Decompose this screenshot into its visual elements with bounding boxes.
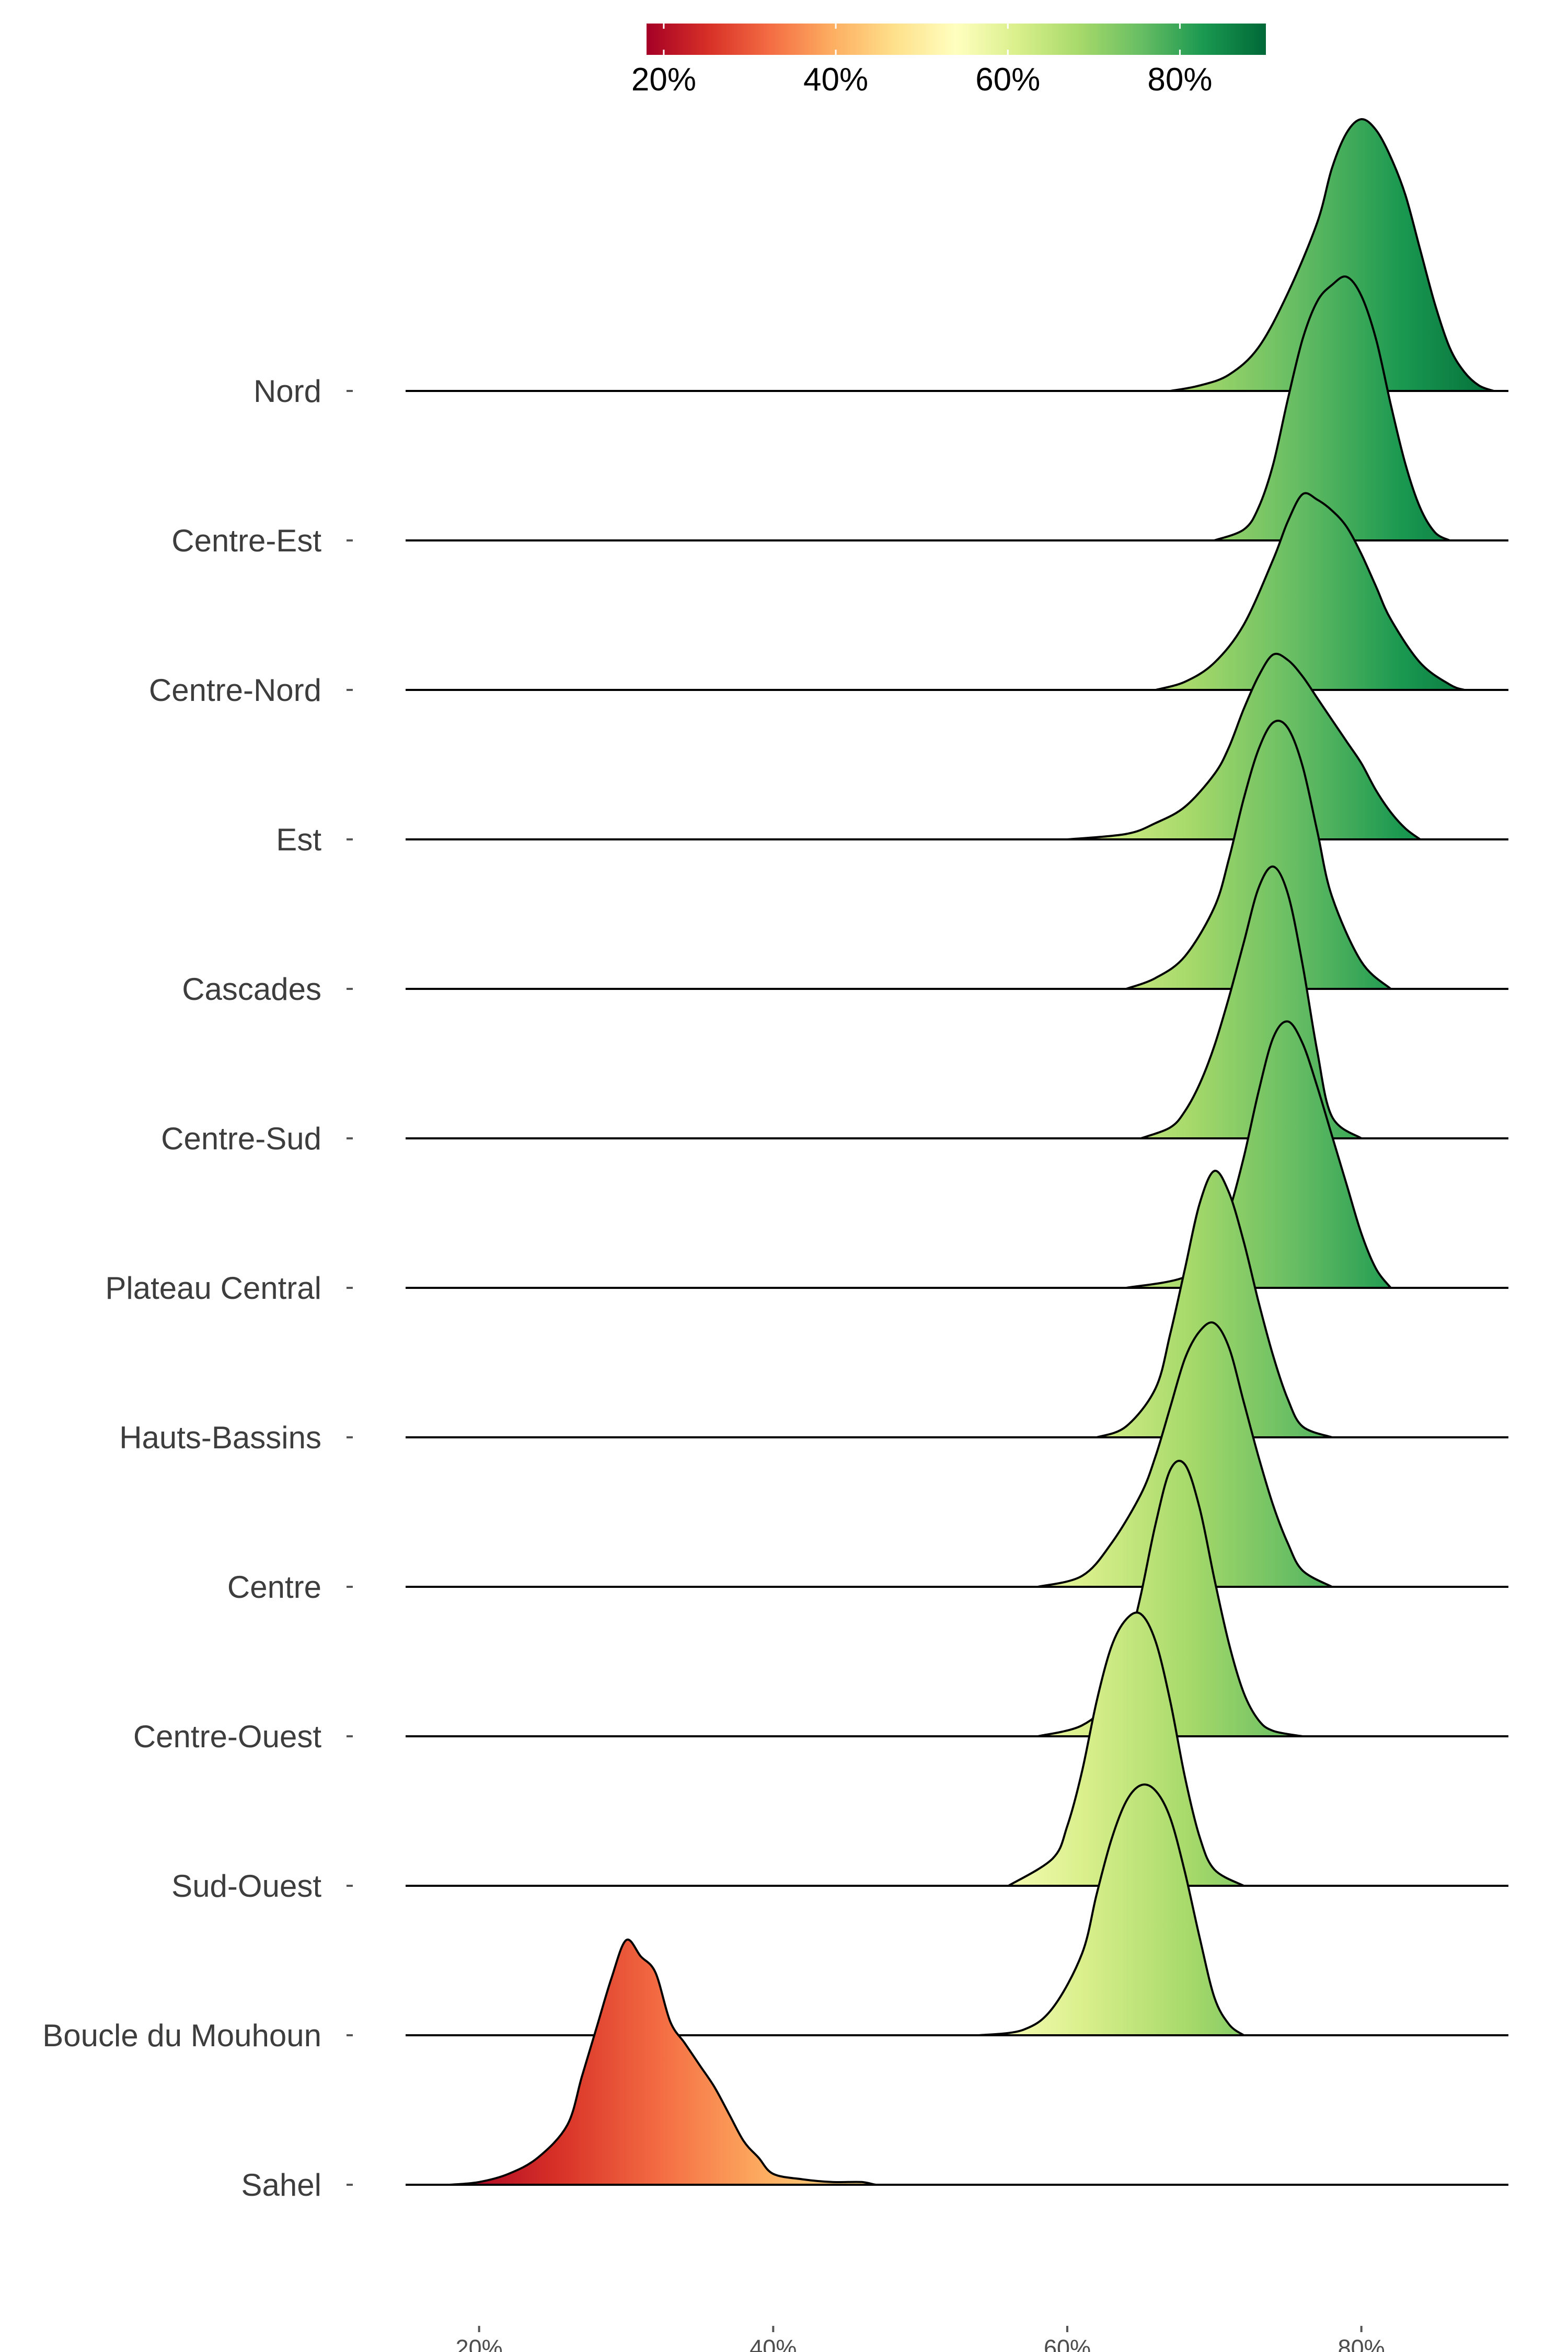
ridge-sahel <box>449 1938 891 2186</box>
ridge-boucle-du-mouhoun <box>978 1783 1247 2036</box>
colorbar-tick-label: 60% <box>975 62 1040 98</box>
x-tick-label: 40% <box>750 2335 797 2352</box>
colorbar-tick-label: 80% <box>1147 62 1212 98</box>
y-tick-label: Cascades <box>182 972 321 1007</box>
y-tick-label: Centre-Nord <box>149 673 321 708</box>
y-tick-label: Plateau Central <box>105 1271 321 1306</box>
x-tick-label: 60% <box>1044 2335 1091 2352</box>
y-tick-label: Sud-Ouest <box>171 1869 321 1904</box>
colorbar-gradient <box>647 24 1266 55</box>
colorbar-tick-label: 40% <box>803 62 868 98</box>
x-tick-label: 20% <box>456 2335 503 2352</box>
ridge-centre-nord <box>1155 492 1465 691</box>
y-tick-label: Centre <box>227 1570 321 1605</box>
ridge-cascades <box>1125 719 1393 990</box>
ridge-hauts-bassins <box>1096 1170 1333 1438</box>
y-tick-label: Centre-Ouest <box>133 1719 321 1754</box>
y-tick-label: Centre-Sud <box>161 1121 321 1156</box>
ridges <box>406 118 1508 2186</box>
ridge-centre-est <box>1214 275 1450 541</box>
x-axis: 20% 40% 60% 80% <box>456 2326 1385 2352</box>
ridge-est <box>1067 652 1424 840</box>
colorbar-tick-label: 20% <box>631 62 696 98</box>
y-tick-label: Est <box>276 822 321 857</box>
ridge-sud-ouest <box>1005 1611 1244 1887</box>
y-tick-label: Nord <box>253 374 321 409</box>
ridge-centre <box>1037 1321 1333 1588</box>
colorbar-legend: 20% 40% 60% 80% <box>631 24 1266 98</box>
y-axis-labels: Nord Centre-Est Centre-Nord Est Cascades Cent… <box>42 374 353 2203</box>
y-tick-label: Boucle du Mouhoun <box>42 2018 321 2053</box>
y-tick-label: Centre-Est <box>171 523 321 558</box>
x-tick-label: 80% <box>1338 2335 1385 2352</box>
y-tick-label: Hauts-Bassins <box>119 1420 321 1455</box>
y-tick-label: Sahel <box>241 2167 321 2203</box>
ridge-nord <box>1170 118 1494 392</box>
